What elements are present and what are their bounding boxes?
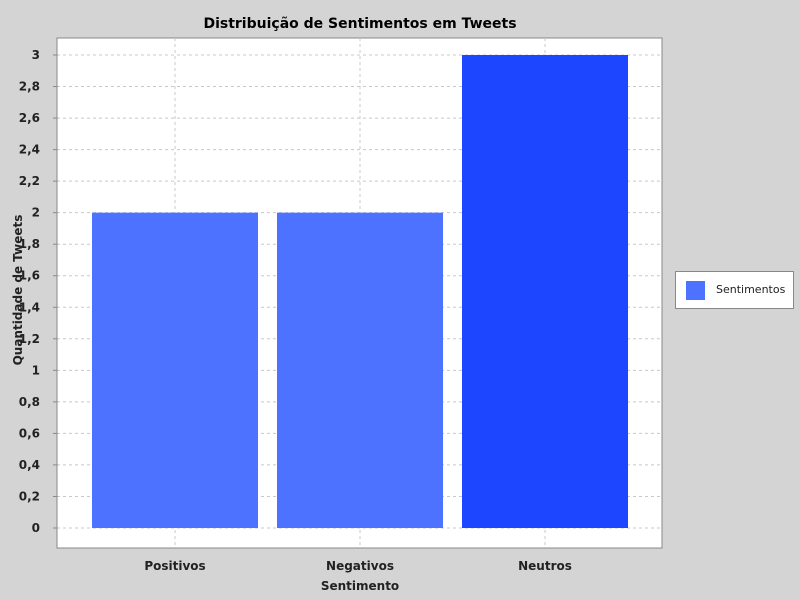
bar-neutros xyxy=(462,55,628,528)
y-axis-title: Quantidade de Tweets xyxy=(11,215,25,366)
legend-label: Sentimentos xyxy=(716,283,786,296)
y-tick-labels: 0 0,2 0,4 0,6 0,8 1 1,2 1,4 1,6 1,8 2 2,2 2,4 2,6 2,8 3 xyxy=(19,48,57,535)
y-tick-label: 2,8 xyxy=(19,80,40,94)
y-tick-label: 1,8 xyxy=(19,237,40,251)
y-tick-label: 1 xyxy=(32,363,40,377)
x-tick-labels: Positivos Negativos Neutros xyxy=(144,559,572,573)
bars xyxy=(92,55,628,528)
y-tick-label: 1,2 xyxy=(19,332,40,346)
y-tick-label: 1,6 xyxy=(19,269,40,283)
y-tick-label: 0 xyxy=(32,521,40,535)
y-tick-label: 2,4 xyxy=(19,143,40,157)
chart-title: Distribuição de Sentimentos em Tweets xyxy=(203,16,516,32)
y-tick-label: 0,8 xyxy=(19,395,40,409)
y-tick-label: 1,4 xyxy=(19,300,40,314)
y-tick-label: 3 xyxy=(32,48,40,62)
legend: Sentimentos xyxy=(675,271,794,309)
x-tick-label: Positivos xyxy=(144,559,205,573)
x-axis-title: Sentimento xyxy=(321,579,399,593)
bar-negativos xyxy=(277,212,443,528)
x-tick-label: Negativos xyxy=(326,559,394,573)
y-tick-label: 0,6 xyxy=(19,426,40,440)
x-tick-label: Neutros xyxy=(518,559,572,573)
legend-swatch xyxy=(686,281,705,300)
y-tick-label: 2 xyxy=(32,206,40,220)
y-tick-label: 0,4 xyxy=(19,458,40,472)
y-tick-label: 2,2 xyxy=(19,174,40,188)
y-tick-label: 2,6 xyxy=(19,111,40,125)
bar-positivos xyxy=(92,212,258,528)
y-tick-label: 0,2 xyxy=(19,489,40,503)
